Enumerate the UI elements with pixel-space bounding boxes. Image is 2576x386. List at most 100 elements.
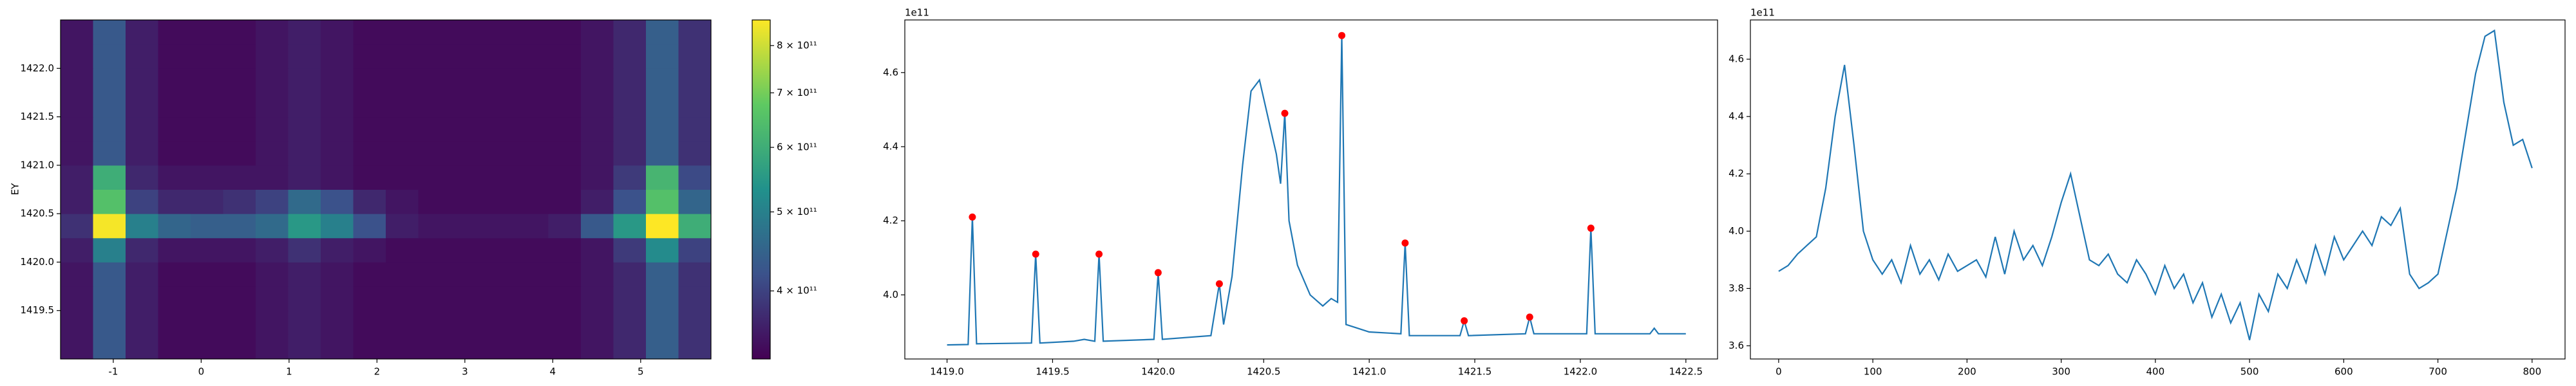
heatmap-cell (581, 68, 614, 93)
heatmap-cell (93, 214, 126, 239)
heatmap-cell (678, 286, 712, 311)
heatmap-cell (321, 165, 354, 190)
heatmap-cell (451, 310, 484, 335)
heatmap-cell (191, 44, 223, 69)
heatmap-cell (158, 165, 191, 190)
heatmap-cell (126, 68, 158, 93)
heatmap-cell (126, 237, 158, 262)
y-tick-label: 4.6 (1728, 53, 1744, 65)
peak-marker (1215, 280, 1223, 288)
heatmap-cell (353, 189, 386, 214)
heatmap-cell (516, 165, 549, 190)
heatmap-cell (223, 165, 256, 190)
heatmap-cell (288, 237, 321, 262)
heatmap-cell (646, 141, 679, 166)
heatmap-cell (483, 44, 516, 69)
heatmap-cell (93, 20, 126, 45)
heatmap-cell (288, 116, 321, 142)
heatmap-cell (353, 262, 386, 287)
heatmap-cell (386, 335, 419, 360)
heatmap-cell (483, 310, 516, 335)
heatmap-cell (61, 214, 93, 239)
heatmap-cell (223, 214, 256, 239)
heatmap-cell (61, 20, 93, 45)
heatmap-cell (548, 92, 582, 118)
heatmap-cell (516, 335, 549, 360)
heatmap-cell (61, 237, 93, 262)
heatmap-cell (288, 214, 321, 239)
x-tick-label: 3 (462, 366, 468, 378)
y-tick-label: 1420.5 (21, 208, 55, 219)
heatmap-cell (353, 44, 386, 69)
offset-label: 1e11 (1750, 7, 1775, 19)
heatmap-cell (451, 262, 484, 287)
line (947, 35, 1686, 346)
heatmap-cell (581, 44, 614, 69)
heatmap-cell (581, 286, 614, 311)
heatmap-cell (158, 116, 191, 142)
heatmap-cell (548, 310, 582, 335)
heatmap-cell (613, 116, 647, 142)
heatmap-cell (126, 262, 158, 287)
heatmap-cell (646, 310, 679, 335)
heatmap-cell (678, 335, 712, 360)
heatmap-cell (191, 165, 223, 190)
heatmap-cell (61, 262, 93, 287)
heatmap-cell (256, 20, 289, 45)
heatmap-cell (516, 44, 549, 69)
heatmap-cell (256, 310, 289, 335)
heatmap-cell (678, 165, 712, 190)
heatmap-cell (451, 189, 484, 214)
heatmap-cell (483, 165, 516, 190)
heatmap-cell (483, 92, 516, 118)
x-tick-label: 1422.5 (1669, 366, 1703, 378)
heatmap-cell (581, 165, 614, 190)
heatmap-cell (613, 20, 647, 45)
heatmap-cell (158, 92, 191, 118)
heatmap-cell (321, 214, 354, 239)
heatmap-cell (548, 44, 582, 69)
x-tick-label: -1 (108, 366, 118, 378)
heatmap-cell (646, 335, 679, 360)
heatmap-cell (93, 310, 126, 335)
y-tick-label: 1421.5 (21, 111, 55, 122)
heatmap-cell (646, 286, 679, 311)
heatmap-cell (613, 165, 647, 190)
colorbar-tick-label: 8 × 10¹¹ (777, 39, 817, 51)
offset-label: 1e11 (905, 7, 929, 19)
x-tick-label: 500 (2240, 366, 2259, 378)
colorbar-tick-label: 4 × 10¹¹ (777, 285, 817, 297)
heatmap-cell (288, 44, 321, 69)
y-tick-label: 4.0 (1728, 225, 1744, 237)
heatmap-cell (256, 214, 289, 239)
y-tick-label: 1420.0 (21, 256, 55, 268)
heatmap-cell (386, 20, 419, 45)
x-tick-label: 1420.5 (1247, 366, 1281, 378)
heatmap-cell (613, 237, 647, 262)
heatmap-cell (678, 68, 712, 93)
heatmap-cell (516, 189, 549, 214)
y-tick-label: 4.0 (883, 289, 898, 300)
heatmap-cell (126, 310, 158, 335)
heatmap-cell (126, 189, 158, 214)
heatmap-cell (548, 286, 582, 311)
heatmap-cell (646, 214, 679, 239)
peak-marker (1032, 250, 1039, 258)
heatmap-cell (613, 189, 647, 214)
heatmap-cell (191, 189, 223, 214)
colorbar-tick-label: 6 × 10¹¹ (777, 142, 817, 153)
heatmap-cell (321, 44, 354, 69)
heatmap-cell (256, 68, 289, 93)
heatmap-cell (288, 165, 321, 190)
heatmap-cell (451, 44, 484, 69)
heatmap-cell (646, 20, 679, 45)
heatmap-cell (646, 44, 679, 69)
y-tick-label: 3.8 (1728, 282, 1744, 294)
heatmap-cell (288, 335, 321, 360)
heatmap-cell (256, 165, 289, 190)
heatmap-cell (678, 116, 712, 142)
heatmap-cell (93, 141, 126, 166)
heatmap-cell (61, 92, 93, 118)
heatmap-cell (223, 310, 256, 335)
heatmap-cell (613, 335, 647, 360)
